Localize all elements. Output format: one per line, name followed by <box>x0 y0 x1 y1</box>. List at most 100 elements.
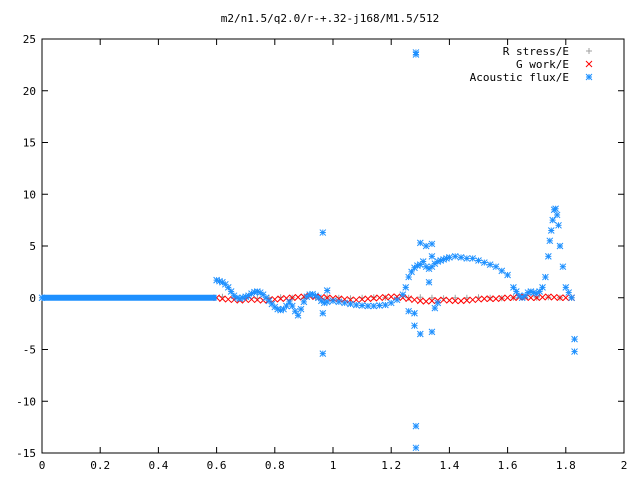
data-point <box>405 295 413 303</box>
data-point <box>277 295 284 303</box>
y-tick-label: 20 <box>23 85 36 98</box>
data-point <box>412 422 420 430</box>
data-point <box>480 259 488 266</box>
data-point <box>451 252 459 260</box>
data-point <box>565 289 573 296</box>
data-point <box>487 294 494 301</box>
y-tick-label: -5 <box>23 344 36 357</box>
data-point <box>527 294 535 302</box>
legend-label: G work/E <box>516 58 569 71</box>
data-point <box>550 293 558 301</box>
data-point <box>405 273 413 281</box>
data-point <box>408 268 415 276</box>
x-tick-label: 1 <box>330 459 337 472</box>
x-tick-label: 0.4 <box>148 459 168 472</box>
data-point <box>559 263 567 271</box>
plot-marks <box>38 49 578 452</box>
data-point <box>416 297 424 305</box>
data-point <box>440 296 447 304</box>
data-point <box>411 322 418 330</box>
data-point <box>319 309 327 317</box>
data-point <box>411 296 418 304</box>
x-tick-label: 0.2 <box>90 459 110 472</box>
data-point <box>428 252 436 260</box>
data-point <box>428 240 436 248</box>
y-tick-label: -15 <box>16 447 36 460</box>
data-point <box>364 295 372 303</box>
data-point <box>416 239 424 247</box>
data-point <box>463 255 471 262</box>
data-point <box>416 330 424 338</box>
data-point <box>382 301 389 309</box>
data-point <box>498 267 506 275</box>
data-point <box>431 304 439 312</box>
x-axis: 0 0.2 0.4 0.6 0.8 1 1.2 1.4 1.6 1.8 2 <box>39 39 627 472</box>
data-point <box>486 295 494 303</box>
data-point <box>300 298 308 306</box>
data-point <box>422 242 430 250</box>
y-tick-label: -10 <box>16 395 36 408</box>
data-point <box>288 302 296 310</box>
data-point <box>319 229 327 236</box>
data-point <box>492 295 500 303</box>
data-point <box>352 301 360 309</box>
data-point <box>364 302 372 310</box>
data-point <box>571 348 578 355</box>
y-tick-label: 0 <box>29 292 36 305</box>
data-point <box>283 302 290 310</box>
data-point <box>556 294 564 302</box>
data-point <box>376 302 383 309</box>
data-point <box>428 294 435 301</box>
data-point <box>382 293 389 301</box>
data-point <box>219 295 226 303</box>
data-point <box>227 288 235 295</box>
data-point <box>253 296 261 304</box>
data-point <box>457 254 465 261</box>
data-point <box>323 298 331 306</box>
plot-frame <box>41 38 625 454</box>
data-point <box>475 257 482 264</box>
chart-title: m2/n1.5/q2.0/r-+.32-j168/M1.5/512 <box>221 12 440 25</box>
x-tick-label: 1.8 <box>556 459 576 472</box>
data-point <box>469 296 477 304</box>
legend-marker <box>585 73 593 81</box>
data-point <box>402 284 410 291</box>
legend-label: R stress/E <box>503 45 569 58</box>
data-point <box>224 284 232 291</box>
data-point <box>358 295 366 303</box>
data-point <box>552 205 559 213</box>
data-point <box>542 273 549 281</box>
data-point <box>370 294 378 302</box>
data-point <box>486 261 494 268</box>
data-point <box>370 294 377 301</box>
data-point <box>475 295 482 303</box>
data-point <box>422 298 430 305</box>
data-point <box>512 288 520 295</box>
data-point <box>556 242 564 250</box>
data-point <box>457 297 465 305</box>
series-3 <box>38 49 578 452</box>
data-point <box>265 297 273 305</box>
data-point <box>434 299 442 307</box>
data-point <box>539 293 546 301</box>
data-point <box>425 278 433 286</box>
data-point <box>504 271 511 279</box>
y-tick-label: 5 <box>29 240 36 253</box>
data-point <box>547 227 555 234</box>
data-point <box>446 254 453 261</box>
data-point <box>446 296 453 304</box>
x-tick-label: 1.4 <box>439 459 459 472</box>
data-point <box>376 294 383 302</box>
data-point <box>38 294 46 302</box>
data-point <box>549 216 557 224</box>
data-point <box>510 294 517 302</box>
legend-label: Acoustic flux/E <box>470 71 569 84</box>
data-point <box>504 294 511 302</box>
data-point <box>283 294 290 302</box>
data-point <box>393 293 401 301</box>
data-point <box>335 295 343 303</box>
data-point <box>492 263 500 271</box>
data-point <box>510 284 517 291</box>
data-point <box>399 291 407 298</box>
